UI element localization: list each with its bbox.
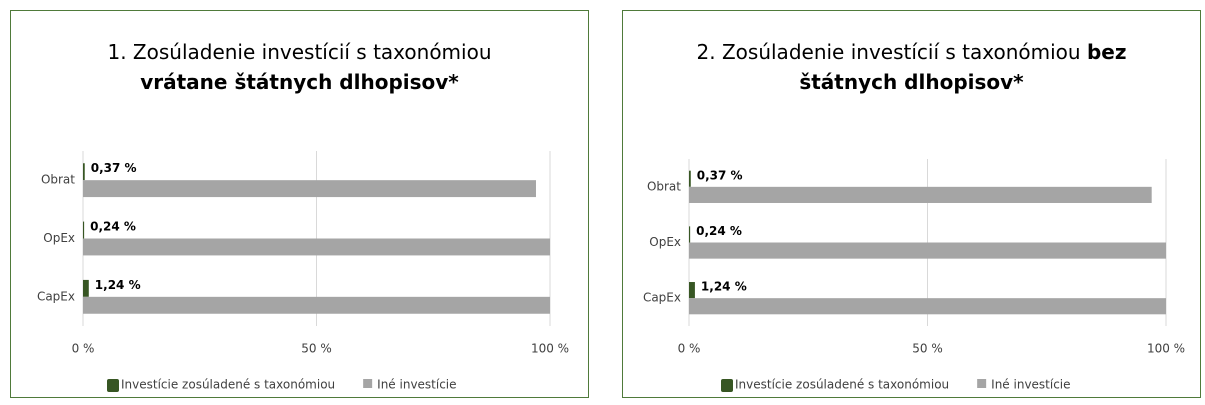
legend-label: Investície zosúladené s taxonómiou: [121, 378, 335, 392]
bar: [689, 170, 691, 187]
legend-swatch: [363, 379, 373, 388]
chart-panel: 2. Zosúladenie investícií s taxonómiou b…: [622, 10, 1201, 398]
bar: [689, 298, 1166, 315]
y-tick-label: CapEx: [37, 289, 75, 303]
bar: [689, 282, 695, 299]
data-label: 1,24 %: [95, 278, 141, 292]
bar: [689, 226, 691, 243]
data-label: 0,24 %: [90, 220, 136, 234]
chart-title: 2. Zosúladenie investícií s taxonómiou b…: [673, 37, 1150, 97]
bar: [689, 242, 1166, 259]
bar: [83, 180, 536, 198]
data-label: 0,37 %: [91, 161, 137, 175]
bar: [83, 279, 89, 297]
bar: [689, 186, 1152, 203]
legend-swatch: [977, 379, 987, 388]
x-tick-label: 0 %: [678, 342, 701, 356]
bar: [83, 296, 550, 314]
legend-label: Iné investície: [991, 378, 1070, 392]
chart-title: 1. Zosúladenie investícií s taxonómiou v…: [61, 37, 538, 97]
y-tick-label: OpEx: [43, 231, 75, 245]
y-tick-label: Obrat: [647, 179, 681, 193]
chart: 0 % 50 % 100 % Obrat 0,37 % OpEx 0,24 % CapEx 1,…: [37, 151, 569, 392]
y-tick-label: OpEx: [649, 235, 681, 249]
title-emphasis: bez štátnych dlhopisov*: [799, 40, 1127, 94]
legend-label: Iné investície: [377, 378, 456, 392]
legend-swatch: [721, 379, 733, 392]
bar: [83, 221, 85, 239]
bar: [83, 238, 550, 256]
legend-label: Investície zosúladené s taxonómiou: [735, 378, 949, 392]
x-tick-label: 0 %: [72, 342, 95, 356]
title-text: 1. Zosúladenie investícií s taxonómiou: [107, 40, 492, 64]
y-tick-label: Obrat: [41, 173, 75, 187]
x-tick-label: 50 %: [912, 342, 943, 356]
chart: 0 % 50 % 100 % Obrat 0,37 % OpEx 0,24 % CapEx 1,…: [643, 159, 1185, 392]
x-tick-label: 50 %: [301, 342, 332, 356]
chart-panel: 1. Zosúladenie investícií s taxonómiou v…: [10, 10, 589, 398]
data-label: 1,24 %: [701, 280, 747, 294]
data-label: 0,37 %: [697, 168, 743, 182]
legend-swatch: [107, 379, 119, 392]
x-tick-label: 100 %: [1147, 342, 1185, 356]
x-tick-label: 100 %: [531, 342, 569, 356]
title-emphasis: vrátane štátnych dlhopisov*: [140, 70, 459, 94]
data-label: 0,24 %: [696, 224, 742, 238]
y-tick-label: CapEx: [643, 291, 681, 305]
bar: [83, 163, 85, 181]
title-text: 2. Zosúladenie investícií s taxonómiou: [696, 40, 1081, 64]
